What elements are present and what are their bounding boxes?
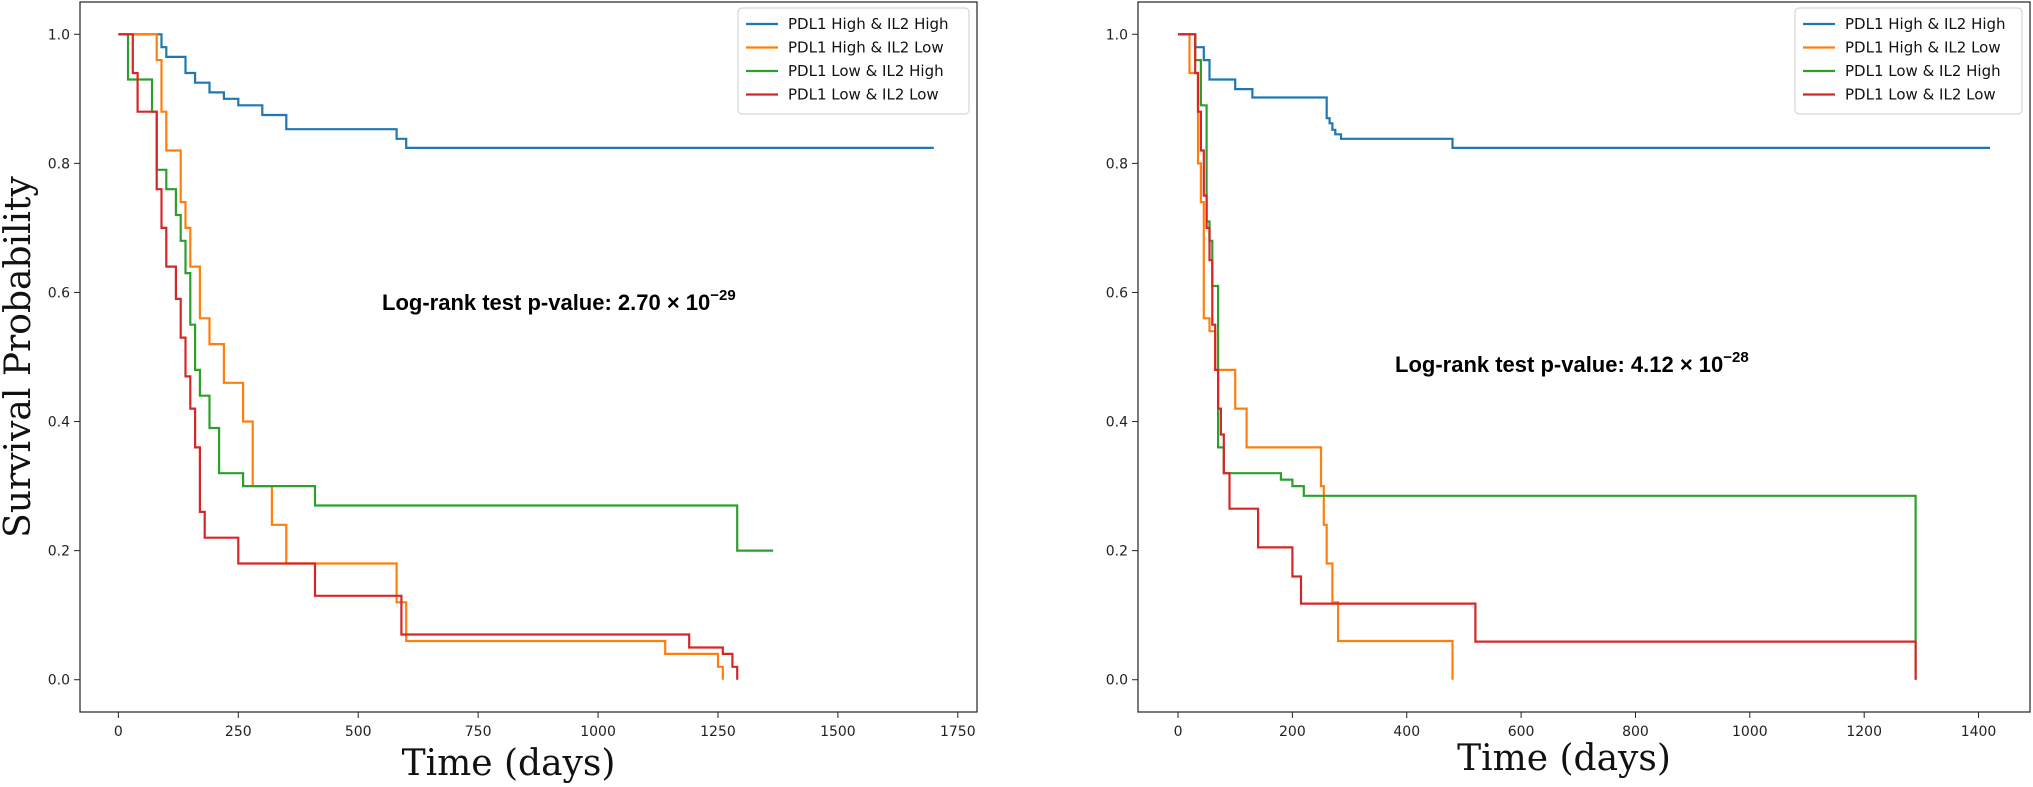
legend-entry: PDL1 High & IL2 High <box>1845 15 2006 33</box>
legend-entry: PDL1 High & IL2 Low <box>1845 39 2001 57</box>
x-tick-label: 600 <box>1508 724 1535 740</box>
y-tick-label: 0.6 <box>48 285 70 301</box>
x-tick-label: 800 <box>1622 724 1649 740</box>
legend: PDL1 High & IL2 High PDL1 High & IL2 Low P… <box>737 7 970 115</box>
x-tick-label: 250 <box>225 724 252 740</box>
series-line-4 <box>1178 33 1917 680</box>
legend-entry: PDL1 Low & IL2 Low <box>1845 86 1996 104</box>
legend: PDL1 High & IL2 High PDL1 High & IL2 Low P… <box>1794 7 2023 115</box>
y-tick-label: 0.0 <box>1106 673 1128 689</box>
x-tick-label: 1000 <box>580 724 616 740</box>
x-tick-label: 1400 <box>1961 724 1997 740</box>
x-tick-label: 400 <box>1393 724 1420 740</box>
x-axis-label: Time (days) <box>402 743 616 783</box>
legend-box <box>737 7 970 115</box>
x-tick-label: 1200 <box>1846 724 1882 740</box>
y-tick-label: 0.4 <box>1106 415 1128 431</box>
y-tick-label: 0.8 <box>48 156 70 172</box>
legend-entry: PDL1 Low & IL2 High <box>1845 62 2001 80</box>
x-tick-label: 200 <box>1279 724 1306 740</box>
legend-entry: PDL1 High & IL2 Low <box>788 39 944 57</box>
y-tick-label: 0.0 <box>48 673 70 689</box>
x-tick-label: 0 <box>114 724 123 740</box>
y-tick-label: 1.0 <box>1106 27 1128 43</box>
x-tick-label: 750 <box>465 724 492 740</box>
series-line-2 <box>1178 33 1454 680</box>
plot-frame <box>79 1 978 713</box>
x-tick-label: 1000 <box>1732 724 1768 740</box>
series-line-1 <box>118 33 934 149</box>
y-tick-label: 0.2 <box>48 544 70 560</box>
series-line-3 <box>1178 33 1917 680</box>
logrank-annotation: Log-rank test p-value: 4.12 × 10−28 <box>1395 349 1749 377</box>
x-tick-label: 1500 <box>820 724 856 740</box>
series-line-2 <box>118 33 724 680</box>
x-tick-label: 1250 <box>700 724 736 740</box>
y-tick-label: 1.0 <box>48 27 70 43</box>
legend-entry: PDL1 Low & IL2 Low <box>788 86 939 104</box>
chart-panel-2: 0.0 0.2 0.4 0.6 0.8 1.0 0 200 400 600 800 1000 1200 1… <box>1106 1 2031 779</box>
logrank-annotation: Log-rank test p-value: 2.70 × 10−29 <box>382 287 736 315</box>
y-tick-label: 0.4 <box>48 415 70 431</box>
y-tick-label: 0.8 <box>1106 156 1128 172</box>
chart-panel-1: 0.0 0.2 0.4 0.6 0.8 1.0 0 250 500 750 1000 1250 1500… <box>0 1 978 784</box>
x-tick-label: 500 <box>345 724 372 740</box>
y-tick-label: 0.2 <box>1106 544 1128 560</box>
legend-entry: PDL1 Low & IL2 High <box>788 62 944 80</box>
y-axis-label: Survival Probability <box>0 176 39 538</box>
series-line-1 <box>1178 33 1990 149</box>
plot-frame <box>1137 1 2031 713</box>
x-tick-label: 0 <box>1174 724 1183 740</box>
legend-box <box>1794 7 2023 115</box>
y-tick-label: 0.6 <box>1106 285 1128 301</box>
legend-entry: PDL1 High & IL2 High <box>788 15 949 33</box>
series-line-4 <box>118 33 739 680</box>
x-axis-label: Time (days) <box>1457 738 1671 779</box>
x-tick-label: 1750 <box>940 724 976 740</box>
